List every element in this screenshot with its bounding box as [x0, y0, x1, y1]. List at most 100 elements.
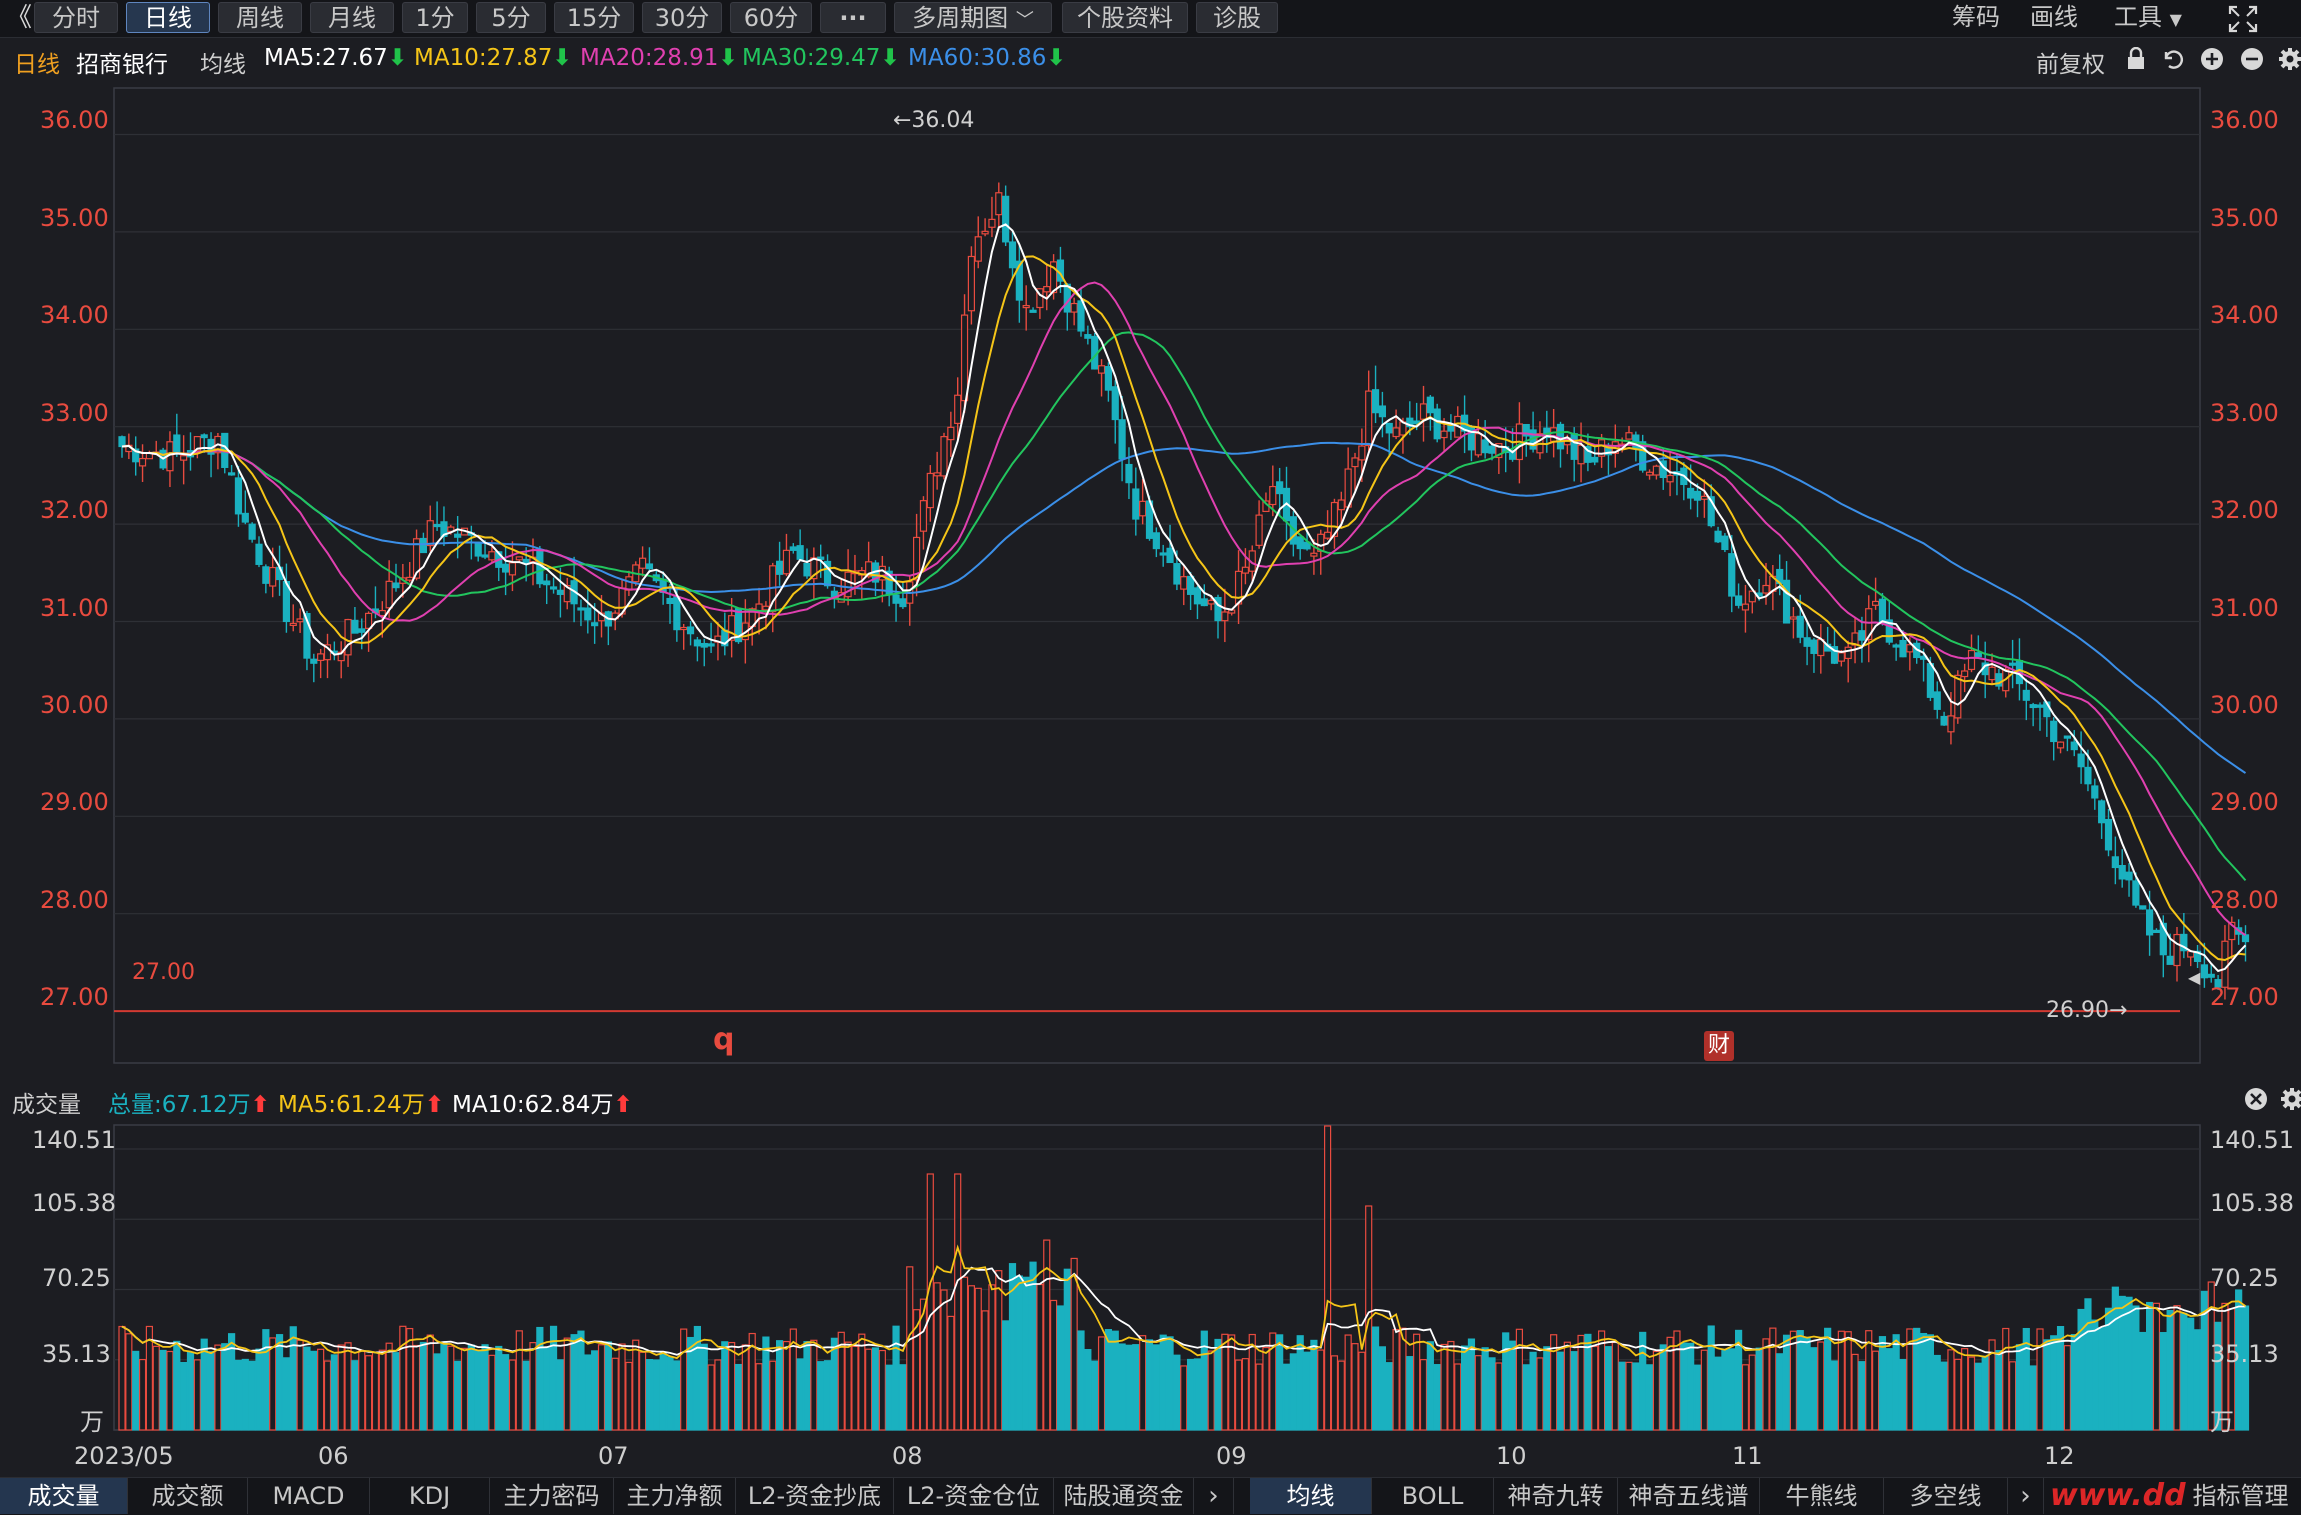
volume-chart[interactable] [0, 1117, 2301, 1442]
indicator-manage-button[interactable]: 指标管理 [2192, 1482, 2289, 1510]
period-button-30min[interactable]: 30分 [642, 2, 722, 33]
volume-bar [1721, 1349, 1729, 1431]
tab-volume[interactable]: 成交量 [0, 1478, 128, 1514]
tab-l2-position[interactable]: L2-资金仓位 [894, 1478, 1054, 1514]
candle-body [2241, 934, 2250, 943]
undo-icon[interactable] [2160, 47, 2184, 71]
period-button-daily[interactable]: 日线 [126, 2, 210, 33]
tab-boll[interactable]: BOLL [1372, 1478, 1494, 1514]
volume-ma5: MA5:61.24万⬆ [278, 1092, 445, 1118]
volume-bar [138, 1358, 147, 1431]
volume-bar [1714, 1356, 1722, 1431]
period-button-15min[interactable]: 15分 [554, 2, 634, 33]
zoom-out-icon[interactable] [2240, 47, 2264, 71]
volume-bar [1618, 1361, 1626, 1431]
close-icon[interactable] [2244, 1087, 2268, 1111]
event-marker-financial[interactable]: 财 [1704, 1031, 1734, 1061]
volume-bar [2214, 1321, 2222, 1431]
period-button-5min[interactable]: 5分 [476, 2, 546, 33]
chevron-right-icon[interactable]: › [1194, 1478, 1234, 1514]
period-button-1min[interactable]: 1分 [402, 2, 468, 33]
volume-bar [1700, 1349, 1708, 1431]
volume-bar [1954, 1358, 1962, 1431]
volume-bar [2241, 1305, 2250, 1431]
candle-body [193, 435, 201, 452]
tab-bull-bear[interactable]: 牛熊线 [1760, 1478, 1884, 1514]
candle-body [1995, 673, 2003, 687]
volume-bar [584, 1354, 592, 1431]
volume-bar [2221, 1302, 2229, 1431]
candle-body [1433, 408, 1441, 440]
volume-bar [912, 1309, 921, 1431]
arrow-up-icon: ⬆ [424, 1092, 445, 1118]
candle-body [1741, 603, 1750, 611]
gear-icon[interactable] [2278, 47, 2301, 71]
candle-body [988, 218, 996, 228]
candle-body [1186, 575, 1195, 595]
candle-body [1002, 195, 1010, 243]
tab-magic-five[interactable]: 神奇五线谱 [1618, 1478, 1760, 1514]
volume-bar [1330, 1355, 1339, 1431]
zoom-in-icon[interactable] [2200, 47, 2224, 71]
tab-kdj[interactable]: KDJ [370, 1478, 490, 1514]
ma-label[interactable]: 均线 [200, 52, 246, 78]
tab-long-short[interactable]: 多空线 [1884, 1478, 2008, 1514]
volume-bar [502, 1354, 510, 1431]
period-button-intraday[interactable]: 分时 [34, 2, 118, 33]
tab-macd[interactable]: MACD [248, 1478, 370, 1514]
fullscreen-icon[interactable] [2228, 5, 2258, 33]
candle-body [1015, 260, 1023, 301]
volume-bar [1008, 1263, 1017, 1431]
period-button-60min[interactable]: 60分 [730, 2, 812, 33]
chevron-right-icon[interactable]: › [2008, 1478, 2044, 1514]
double-chevron-left-icon[interactable]: 《 [6, 3, 33, 33]
event-marker-q[interactable]: q [713, 1022, 735, 1057]
candle-body [1974, 652, 1982, 658]
volume-bar [1830, 1360, 1839, 1431]
lock-icon[interactable] [2124, 46, 2148, 71]
volume-bar [755, 1363, 763, 1431]
tab-magic-nine[interactable]: 神奇九转 [1494, 1478, 1618, 1514]
candle-body [693, 639, 702, 647]
period-button-monthly[interactable]: 月线 [310, 2, 394, 33]
volume-bar [803, 1341, 811, 1431]
volume-bar [1186, 1358, 1195, 1431]
volume-bar [673, 1360, 681, 1431]
multi-period-button[interactable]: 多周期图 ﹀ [894, 2, 1052, 33]
more-periods-button[interactable]: ··· [820, 2, 886, 33]
volume-bar [597, 1344, 606, 1431]
tab-l2-bottom[interactable]: L2-资金抄底 [736, 1478, 894, 1514]
volume-bar [1413, 1333, 1421, 1431]
volume-bar [1776, 1353, 1784, 1431]
volume-bar [1659, 1344, 1667, 1431]
volume-bar [906, 1266, 914, 1431]
volume-bar [515, 1330, 523, 1431]
adjust-label[interactable]: 前复权 [2036, 52, 2105, 78]
volume-bar [1276, 1334, 1284, 1431]
candle-body [1577, 444, 1585, 465]
stock-profile-button[interactable]: 个股资料 [1062, 2, 1188, 33]
candle-body [1323, 531, 1332, 539]
tab-northbound[interactable]: 陆股通资金 [1054, 1478, 1194, 1514]
candle-body [344, 618, 352, 656]
chips-button[interactable]: 筹码 [1952, 3, 2000, 31]
tab-ma[interactable]: 均线 [1250, 1478, 1372, 1514]
tools-button[interactable]: 工具 ▼ [2114, 2, 2182, 33]
draw-line-button[interactable]: 画线 [2030, 3, 2078, 31]
gear-icon[interactable] [2280, 1087, 2301, 1111]
volume-bar [406, 1327, 414, 1431]
stock-name[interactable]: 招商银行 [76, 52, 168, 78]
volume-title[interactable]: 成交量 [12, 1092, 81, 1118]
candlestick-chart[interactable] [0, 80, 2301, 1080]
candle-body [1796, 615, 1804, 638]
tab-turnover[interactable]: 成交额 [128, 1478, 248, 1514]
candle-body [1967, 649, 1976, 671]
volume-bar [1522, 1364, 1530, 1431]
volume-bar [1460, 1345, 1469, 1431]
diagnose-button[interactable]: 诊股 [1196, 2, 1278, 33]
candle-body [2091, 785, 2099, 799]
tab-main-net[interactable]: 主力净额 [614, 1478, 736, 1514]
tab-main-code[interactable]: 主力密码 [490, 1478, 614, 1514]
period-button-weekly[interactable]: 周线 [218, 2, 302, 33]
price-tick: 36.00 [2210, 106, 2279, 134]
